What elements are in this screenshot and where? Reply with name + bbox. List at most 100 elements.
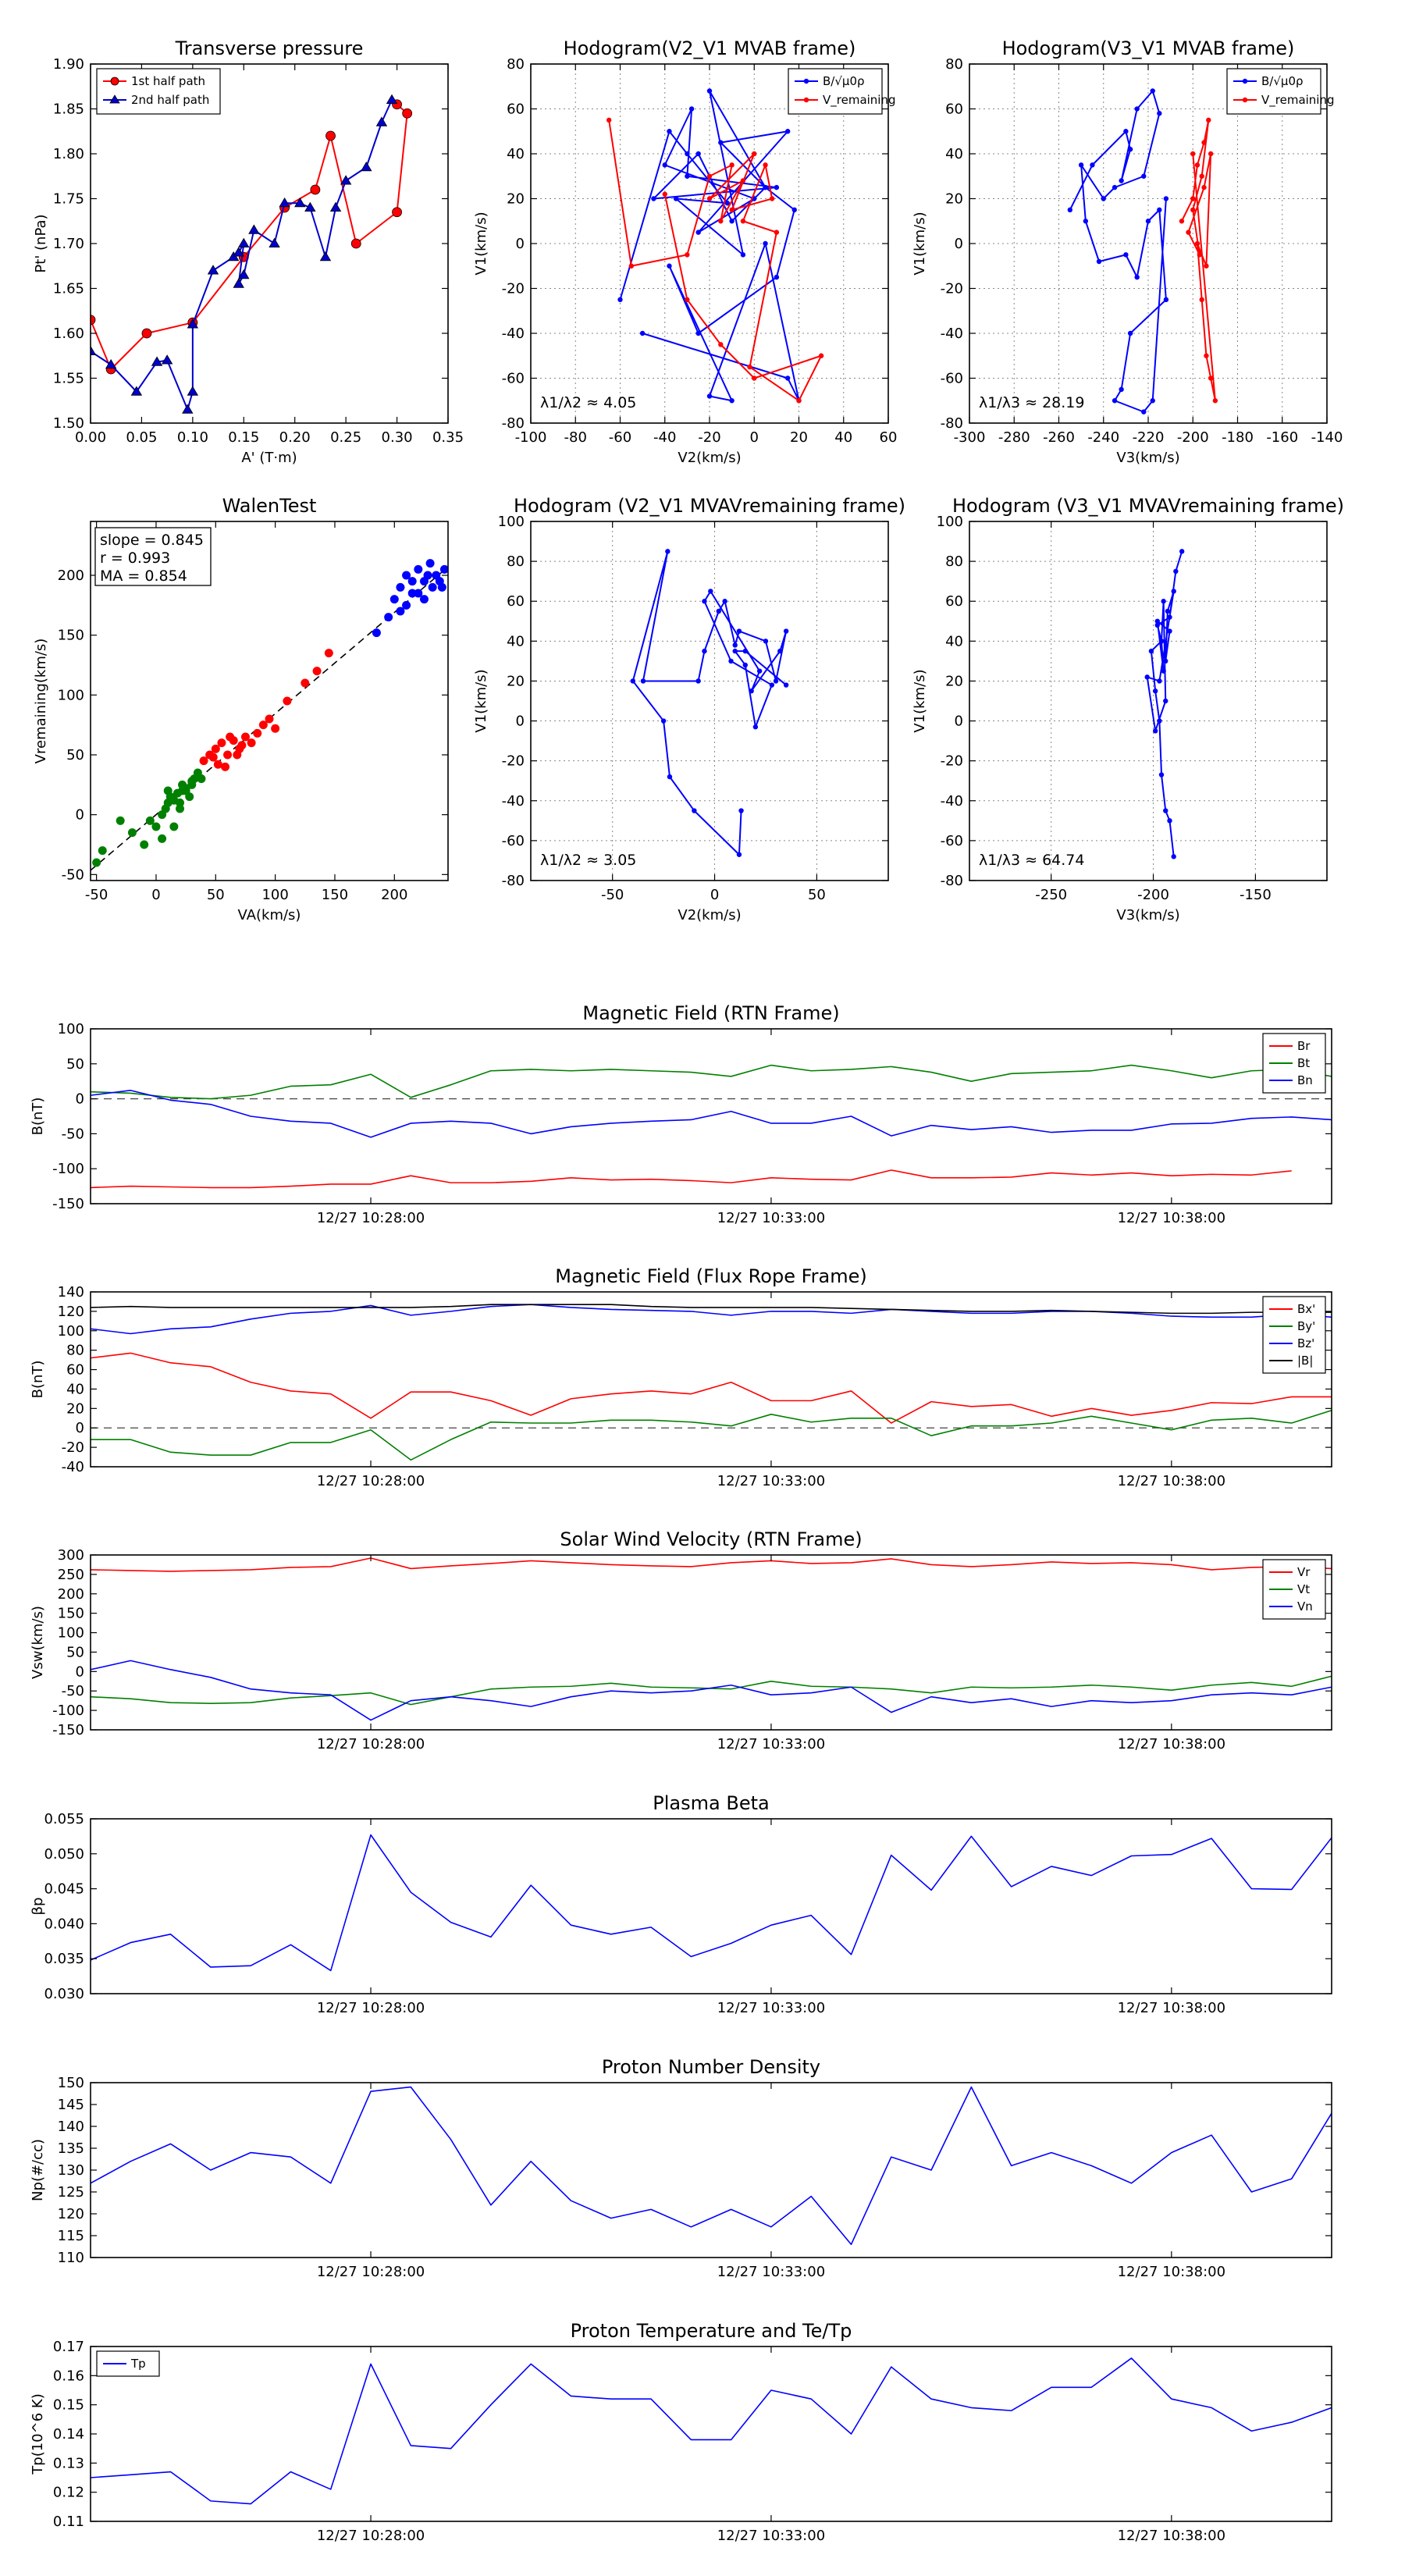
y-tick-label: 0 (516, 236, 525, 252)
data-point (756, 668, 763, 674)
data-point (428, 582, 437, 592)
data-point (1152, 688, 1158, 694)
data-point (1161, 599, 1166, 604)
y-tick-label: 150 (58, 2075, 84, 2091)
data-point (176, 798, 184, 807)
x-tick-label: -140 (1311, 429, 1343, 446)
y-tick-label: 0.11 (53, 2514, 84, 2530)
data-point (361, 161, 372, 172)
legend-label: Br (1297, 1039, 1311, 1053)
data-point (1150, 398, 1155, 404)
data-point (271, 724, 280, 733)
x-tick-label: 12/27 10:33:00 (717, 1473, 825, 1489)
y-tick-label: -20 (941, 281, 963, 297)
y-tick-label: 100 (58, 687, 84, 703)
data-point (718, 219, 724, 224)
y-tick-label: 1.55 (53, 371, 84, 387)
legend: 1st half path 2nd half path (96, 68, 221, 115)
data-point (692, 808, 697, 813)
data-point (1163, 196, 1169, 201)
x-tick-label: 150 (322, 887, 348, 903)
data-point (1194, 240, 1200, 247)
plot-area (1144, 549, 1185, 859)
data-point (329, 201, 342, 212)
x-tick-label: 50 (808, 887, 826, 903)
data-point (1123, 129, 1129, 134)
legend-label: Vn (1297, 1599, 1313, 1614)
legend-marker (1242, 78, 1248, 84)
x-tick-label: 12/27 10:33:00 (717, 2528, 825, 2544)
data-point (1208, 151, 1214, 157)
plot-area (91, 1834, 1332, 1972)
data-point (141, 328, 152, 339)
stats-line: r = 0.993 (100, 550, 170, 567)
data-point (729, 207, 735, 213)
x-tick-label: 0.30 (382, 429, 413, 446)
y-tick-label: -40 (502, 793, 525, 809)
data-point (1163, 698, 1168, 704)
data-point (92, 858, 101, 867)
y-tick-label: 100 (498, 514, 525, 530)
x-tick-label: 40 (834, 429, 852, 446)
y-tick-label: -60 (941, 371, 963, 387)
x-tick-label: -60 (609, 429, 631, 446)
y-axis-label: B(nT) (30, 1098, 46, 1136)
data-point (1204, 353, 1209, 358)
data-point (685, 173, 690, 179)
data-point (161, 354, 173, 365)
axes-frame (969, 521, 1328, 881)
data-point (1158, 772, 1165, 777)
data-point (439, 564, 448, 574)
y-tick-label: 250 (58, 1567, 84, 1583)
data-point (372, 628, 381, 638)
data-point (319, 251, 332, 262)
x-tick-label: -180 (1222, 429, 1254, 446)
x-tick-label: 0.05 (126, 429, 157, 446)
data-point (1083, 219, 1089, 224)
data-point (1144, 674, 1150, 680)
y-tick-label: 0 (955, 236, 963, 252)
data-point (1158, 639, 1165, 644)
data-point (729, 162, 735, 168)
legend-box (788, 68, 883, 115)
y-axis-label: V1(km/s) (912, 669, 928, 732)
y-tick-label: 300 (58, 1547, 84, 1564)
data-point (247, 738, 256, 748)
y-tick-label: -20 (62, 1439, 84, 1456)
x-axis-label: V3(km/s) (1116, 450, 1179, 466)
legend-box (1262, 1296, 1326, 1374)
data-point (773, 678, 779, 684)
series-line-vt (91, 1675, 1332, 1706)
x-tick-label: -50 (601, 887, 624, 903)
x-tick-label: -200 (1177, 429, 1209, 446)
y-tick-label: 120 (58, 1304, 84, 1320)
data-point (662, 162, 667, 168)
data-point (1134, 106, 1140, 112)
x-tick-label: 0.25 (330, 429, 361, 446)
y-tick-label: -150 (52, 1196, 84, 1212)
data-point (145, 816, 155, 825)
axes-frame (90, 1554, 1332, 1731)
data-point (130, 386, 143, 396)
x-tick-label: -220 (1133, 429, 1165, 446)
data-point (265, 714, 274, 724)
data-point (1152, 728, 1158, 734)
data-point (211, 744, 220, 753)
panel-title: WalenTest (222, 495, 317, 517)
data-point (310, 184, 321, 195)
panel-bflux: Magnetic Field (Flux Rope Frame) 12/27 10… (30, 1265, 1332, 1489)
data-point (617, 297, 623, 303)
series-line-np (91, 2086, 1332, 2245)
data-point (783, 628, 789, 634)
panel-title: Transverse pressure (175, 37, 364, 59)
legend-box (1226, 68, 1321, 115)
x-tick-label: -250 (1035, 887, 1067, 903)
legend-label: V_remaining (823, 93, 896, 108)
data-point (695, 151, 701, 157)
y-tick-label: 200 (58, 1586, 84, 1603)
data-point (688, 106, 695, 112)
data-point (340, 175, 352, 185)
legend-marker (110, 76, 119, 86)
data-point (667, 263, 672, 269)
series-line-bn (91, 1090, 1332, 1138)
